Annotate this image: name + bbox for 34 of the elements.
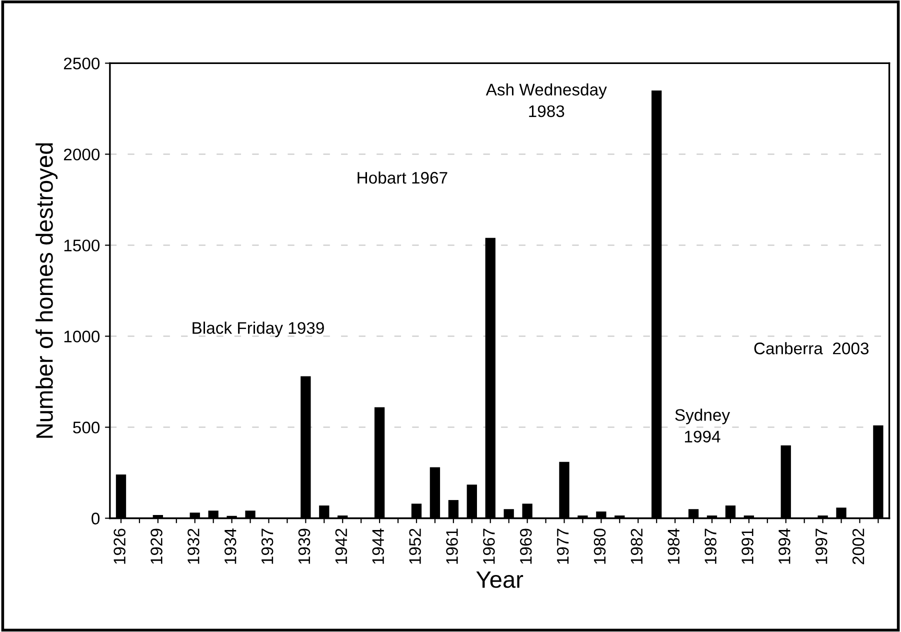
annotation: Hobart 1967 — [358, 171, 448, 184]
annotation: Canberra 2003 — [754, 342, 869, 354]
x-tick-label: 1932 — [188, 528, 200, 564]
y-tick-label: 0 — [92, 512, 100, 524]
x-tick-label: 1937 — [261, 528, 274, 564]
x-tick-label: 1942 — [335, 528, 348, 564]
y-tick-label: 2000 — [64, 148, 100, 160]
x-tick-label: 1987 — [704, 528, 716, 564]
x-tick-label: 1934 — [224, 528, 236, 564]
x-tick-label: 1967 — [483, 528, 495, 564]
y-tick-label: 1500 — [64, 240, 100, 252]
x-tick-label: 1991 — [742, 528, 754, 564]
y-axis-title: Number of homes destroyed — [36, 143, 58, 438]
y-tick-label: 2500 — [64, 58, 100, 70]
x-tick-label: 2002 — [852, 528, 864, 564]
x-axis-title: Year — [476, 571, 524, 588]
x-tick-label: 1952 — [409, 528, 421, 564]
annotation: Black Friday 1939 — [192, 322, 324, 338]
x-tick-label: 1982 — [630, 528, 643, 564]
annotation: Sydney 1994 — [675, 408, 730, 442]
annotation: Ash Wednesday 1983 — [486, 83, 607, 118]
x-tick-label: 1984 — [668, 528, 680, 564]
x-tick-label: 1961 — [446, 528, 458, 564]
x-tick-label: 1969 — [520, 528, 532, 564]
x-tick-label: 1977 — [556, 528, 569, 564]
x-tick-label: 1926 — [114, 528, 126, 564]
x-tick-label: 1939 — [298, 528, 310, 564]
y-tick-label: 1000 — [64, 330, 100, 342]
x-tick-label: 1997 — [815, 528, 828, 564]
x-tick-label: 1994 — [778, 528, 790, 564]
x-tick-label: 1929 — [150, 528, 162, 564]
x-tick-label: 1944 — [372, 528, 384, 564]
y-tick-label: 500 — [73, 422, 100, 434]
x-tick-label: 1980 — [594, 528, 606, 564]
